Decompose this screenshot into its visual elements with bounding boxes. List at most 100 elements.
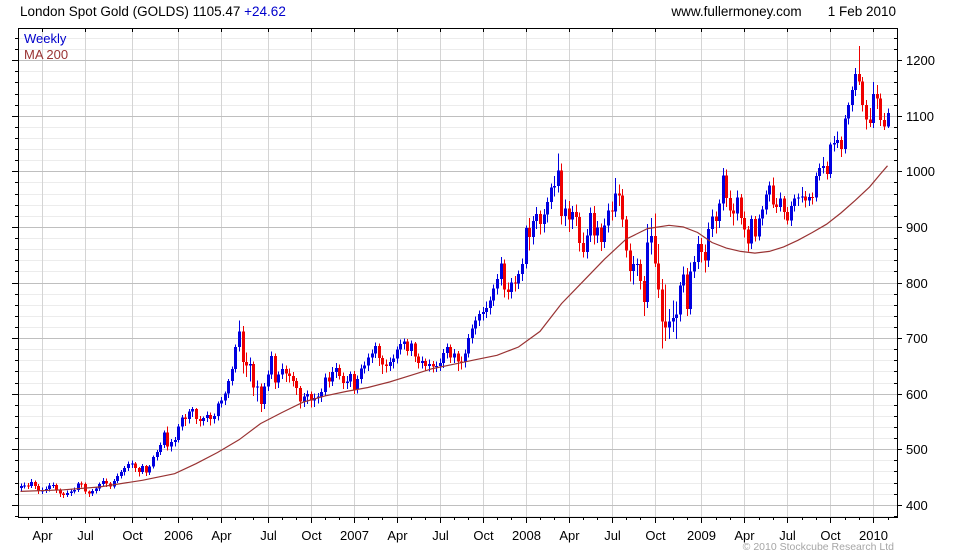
candle-body (299, 388, 302, 402)
candle (740, 194, 743, 225)
candle-body (772, 185, 775, 205)
candle (693, 255, 696, 279)
chart-header: London Spot Gold (GOLDS) 1105.47 +24.62 … (0, 4, 980, 22)
candle-body (797, 197, 800, 199)
candle-body (417, 356, 420, 364)
candle-body (500, 263, 503, 280)
candle-body (95, 488, 98, 491)
candle (134, 461, 137, 472)
candle (532, 215, 535, 245)
candle-body (148, 466, 151, 473)
candle (650, 218, 653, 255)
candle (804, 190, 807, 208)
candle-body (854, 74, 857, 91)
x-axis-label: Oct (473, 528, 494, 543)
candle (621, 189, 624, 227)
candle (722, 168, 725, 211)
candle-body (879, 98, 882, 121)
candle (113, 479, 116, 489)
candle-body (675, 314, 678, 319)
candle (611, 201, 614, 221)
candle (80, 481, 83, 488)
candle (306, 390, 309, 405)
candle-body (428, 364, 431, 366)
candle (675, 301, 678, 340)
candle (654, 213, 657, 267)
candle (30, 479, 33, 489)
candle (625, 215, 628, 258)
candle (876, 85, 879, 110)
candle (546, 197, 549, 223)
candle (392, 354, 395, 369)
candle (646, 224, 649, 309)
candle-body (654, 235, 657, 264)
candle (346, 375, 349, 390)
candle-body (188, 411, 191, 420)
candle-body (689, 271, 692, 310)
candle (711, 209, 714, 237)
plot-frame (18, 28, 898, 518)
candle (389, 357, 392, 371)
candle-body (492, 288, 495, 301)
candle (342, 372, 345, 390)
candle-body (557, 170, 560, 186)
candle-body (578, 216, 581, 244)
candle-body (521, 264, 524, 275)
candle (299, 385, 302, 409)
candle-body (363, 365, 366, 369)
candle (847, 102, 850, 125)
candle-body (829, 144, 832, 175)
candle-body (374, 345, 377, 354)
candle (163, 430, 166, 449)
candle-body (238, 331, 241, 347)
candle (718, 199, 721, 229)
candle-body (503, 263, 506, 290)
candle-body (858, 74, 861, 82)
candle-body (532, 220, 535, 237)
candle-body (396, 349, 399, 359)
candle (27, 483, 30, 490)
candle (801, 186, 804, 203)
candle (328, 371, 331, 388)
candle-body (589, 213, 592, 236)
candle (66, 490, 69, 497)
candle (586, 229, 589, 259)
candle (34, 480, 37, 490)
candle-body (564, 208, 567, 216)
candle (629, 243, 632, 282)
candle-body (808, 196, 811, 201)
candle (471, 324, 474, 344)
candle (191, 406, 194, 417)
candle-body (23, 485, 26, 487)
candle-body (342, 375, 345, 384)
candle (421, 356, 424, 369)
candle-body (661, 289, 664, 322)
candle-body (489, 300, 492, 309)
candle (242, 325, 245, 374)
y-axis-label: 900 (906, 220, 928, 235)
candle-body (679, 285, 682, 315)
candle (52, 482, 55, 489)
candle (131, 460, 134, 469)
candle-body (560, 170, 563, 216)
candle (295, 378, 298, 395)
candle-body (725, 175, 728, 199)
candle-body (199, 419, 202, 421)
candle (844, 115, 847, 154)
candle-body (446, 346, 449, 354)
candle-body (729, 198, 732, 211)
candle-body (62, 493, 65, 495)
candle (249, 357, 252, 382)
legend-ma200: MA 200 (24, 47, 69, 62)
candle (399, 339, 402, 355)
grid-minor-lines (18, 38, 897, 517)
legend-weekly: Weekly (24, 31, 67, 46)
candle (510, 278, 513, 299)
candle-body (639, 264, 642, 281)
candle-body (338, 368, 341, 376)
candle-body (833, 143, 836, 145)
candle (564, 199, 567, 226)
candle (285, 365, 288, 382)
candle-body (105, 480, 108, 484)
candle-body (306, 394, 309, 397)
